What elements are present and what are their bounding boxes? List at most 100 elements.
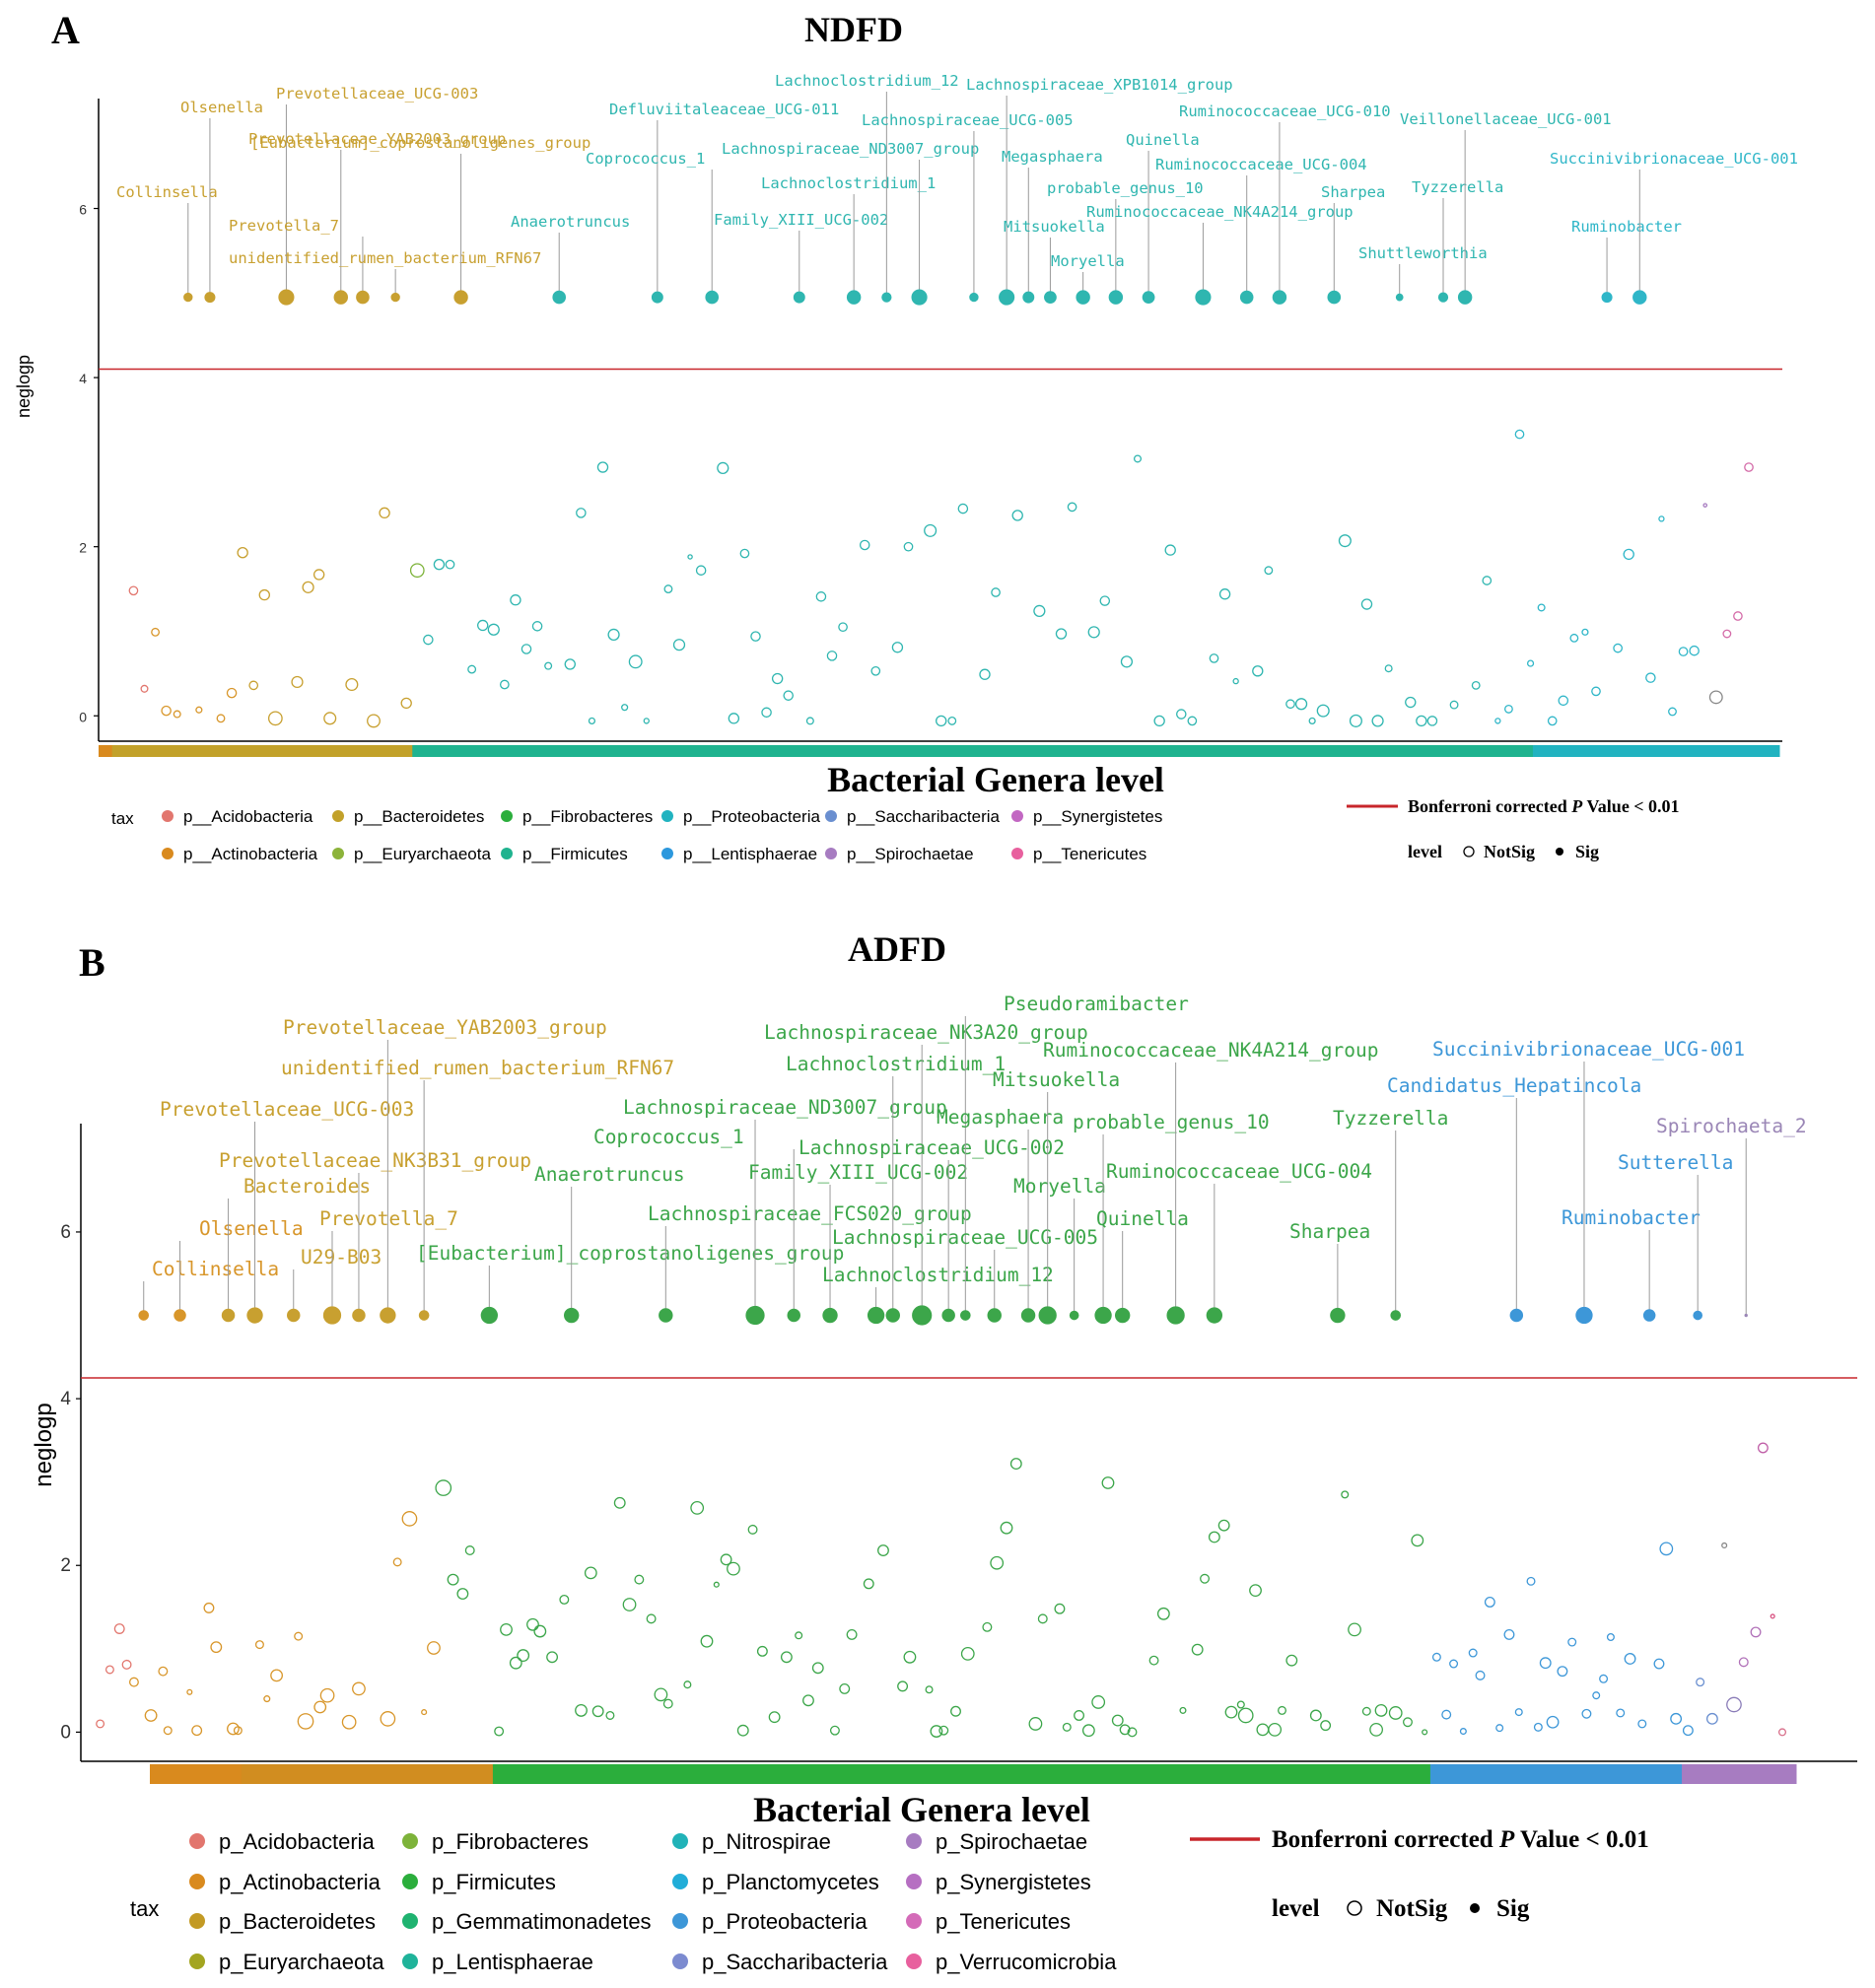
nonsig-point	[158, 1666, 169, 1677]
legend-swatch	[501, 810, 513, 822]
nonsig-point	[924, 523, 938, 537]
nonsig-point	[559, 1594, 570, 1605]
nonsig-point	[1422, 1729, 1428, 1736]
nonsig-point	[1689, 645, 1700, 656]
sig-point	[705, 290, 720, 305]
nonsig-point	[237, 546, 248, 559]
legend-swatch	[661, 848, 673, 859]
nonsig-point	[713, 1581, 720, 1588]
legend-entry: p_Tenericutes	[936, 1909, 1071, 1934]
nonsig-point	[622, 1598, 637, 1611]
genus-label: Ruminobacter	[1571, 218, 1682, 236]
legend-sig-marker	[1470, 1903, 1480, 1913]
nonsig-point	[1682, 1725, 1694, 1737]
nonsig-point	[891, 642, 904, 653]
nonsig-point	[936, 715, 947, 727]
legend-swatch	[189, 1833, 205, 1849]
nonsig-point	[140, 684, 149, 693]
phylum-bar-segment	[111, 745, 413, 757]
nonsig-point	[1278, 1705, 1286, 1715]
genus-label: Shuttleworthia	[1358, 244, 1488, 262]
panel-b-x-axis-label: Bacterial Genera level	[753, 1790, 1090, 1829]
nonsig-point	[1218, 588, 1231, 600]
nonsig-point	[1285, 699, 1295, 710]
sig-point	[1601, 292, 1613, 304]
nonsig-point	[1179, 1706, 1187, 1714]
nonsig-point	[750, 631, 761, 642]
legend-level-title: level	[1272, 1895, 1320, 1922]
sig-point	[1693, 1310, 1703, 1321]
genus-label: Lachnospiraceae_NK3A20_group	[764, 1021, 1088, 1044]
nonsig-point	[1592, 1691, 1601, 1700]
sig-point	[174, 1309, 186, 1322]
legend-entry: p__Fibrobacteres	[522, 807, 653, 826]
genus-label: Prevotellaceae_YAB2003_group	[248, 130, 506, 148]
legend-entry: p__Tenericutes	[1033, 845, 1146, 863]
nonsig-point	[1558, 695, 1569, 707]
genus-label: Olsenella	[180, 99, 263, 116]
legend-entry: p_Saccharibacteria	[702, 1950, 888, 1974]
nonsig-point	[925, 1685, 934, 1694]
nonsig-point	[1514, 1708, 1523, 1717]
nonsig-point	[1658, 515, 1665, 522]
panel-a-plot-area: 0 2 4 6	[79, 99, 1782, 757]
nonsig-point	[400, 697, 412, 710]
nonsig-point	[1237, 1707, 1254, 1724]
legend-swatch	[402, 1874, 418, 1889]
nonsig-point	[1062, 1722, 1072, 1732]
nonsig-point	[1011, 510, 1023, 521]
sig-point	[183, 292, 193, 303]
nonsig-point	[1268, 1722, 1283, 1737]
nonsig-point	[829, 1725, 840, 1736]
legend-sig-marker	[1556, 848, 1563, 856]
nonsig-point	[1637, 1719, 1647, 1729]
sig-point	[1166, 1306, 1185, 1325]
nonsig-point	[1475, 1670, 1486, 1680]
nonsig-point	[1371, 715, 1384, 727]
legend-entry: p__Firmicutes	[522, 845, 628, 863]
nonsig-point	[144, 1709, 158, 1722]
nonsig-point	[291, 675, 304, 689]
nonsig-point	[783, 690, 794, 701]
nonsig-point	[1037, 1613, 1048, 1624]
nonsig-point	[1503, 1628, 1515, 1640]
nonsig-point	[1533, 1722, 1543, 1732]
nonsig-point	[1449, 1659, 1459, 1669]
nonsig-point	[1285, 1654, 1298, 1667]
genus-label: Sharpea	[1289, 1220, 1370, 1243]
sig-point	[745, 1305, 765, 1326]
nonsig-point	[546, 1651, 559, 1664]
nonsig-point	[1101, 1476, 1115, 1489]
sig-point	[352, 1308, 366, 1323]
genus-label: Prevotellaceae_UCG-003	[276, 85, 478, 103]
nonsig-point	[1252, 665, 1264, 677]
genus-label: Lachnoclostridium_12	[775, 72, 959, 90]
nonsig-point	[1236, 1700, 1245, 1709]
nonsig-point	[1217, 1519, 1230, 1532]
nonsig-point	[467, 664, 477, 674]
nonsig-point	[1426, 716, 1438, 726]
legend-swatch	[672, 1913, 688, 1929]
nonsig-point	[433, 559, 446, 571]
nonsig-point	[805, 717, 814, 725]
nonsig-point	[312, 569, 325, 581]
genus-label: Quinella	[1126, 131, 1200, 149]
nonsig-point	[727, 1561, 740, 1576]
nonsig-point	[380, 1711, 396, 1727]
genus-label: Collinsella	[152, 1258, 279, 1280]
legend-swatch	[906, 1954, 922, 1969]
nonsig-point	[747, 1524, 758, 1535]
genus-label: Prevotella_7	[229, 217, 339, 235]
sig-point	[1206, 1307, 1223, 1324]
sig-point	[563, 1307, 580, 1324]
sig-point	[356, 290, 370, 305]
nonsig-point	[938, 1725, 949, 1736]
genus-label: Candidatus_Hepatincola	[1387, 1074, 1641, 1097]
sig-point	[1239, 290, 1254, 305]
sig-point	[960, 1310, 971, 1321]
sig-point	[787, 1308, 800, 1323]
nonsig-point	[1388, 1706, 1403, 1720]
legend-notsig-marker	[1347, 1900, 1362, 1916]
nonsig-point	[226, 687, 238, 699]
legend-swatch	[1011, 810, 1023, 822]
